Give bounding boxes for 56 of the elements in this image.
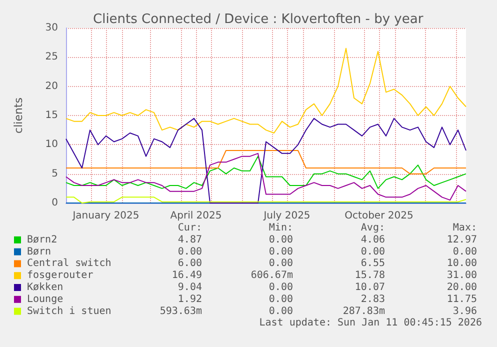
text: Cur:: [178, 222, 202, 234]
line-series: [66, 48, 466, 134]
text: 6.55: [360, 258, 385, 270]
text: 0.00: [268, 294, 293, 305]
legend-label: Køkken: [27, 282, 64, 293]
text: 10.00: [446, 258, 477, 270]
text: 0.00: [178, 246, 202, 258]
legend-label: Børn2: [27, 234, 58, 246]
text: 4.87: [178, 234, 202, 246]
text: 1.92: [178, 294, 202, 305]
y-tick-label: 10: [45, 139, 58, 150]
text: 15.78: [354, 270, 385, 282]
text: 0.00: [268, 306, 293, 317]
text: 20.00: [446, 282, 477, 293]
text: 10.07: [354, 282, 385, 293]
text: 4.06: [360, 234, 385, 246]
line-series: [66, 152, 466, 201]
text: 12.97: [446, 234, 477, 246]
text: 0.00: [268, 246, 293, 258]
text: 0.00: [360, 246, 385, 258]
y-tick-label: 15: [45, 110, 58, 121]
legend-label: fosgerouter: [27, 270, 94, 282]
x-tick-label: January 2025: [72, 210, 140, 222]
text: 31.00: [446, 270, 477, 282]
y-tick-label: 20: [45, 80, 58, 92]
text: 16.49: [172, 270, 202, 282]
text: Avg:: [360, 222, 385, 234]
y-tick-label: 0: [52, 198, 58, 208]
line-series: [66, 156, 466, 189]
text: 0.00: [268, 258, 293, 270]
text: Min:: [268, 222, 293, 234]
legend-label: Switch i stuen: [27, 306, 112, 317]
legend-label: Lounge: [27, 294, 64, 305]
text: 11.75: [446, 294, 477, 305]
text: Max:: [452, 222, 477, 234]
text: 0.00: [452, 246, 477, 258]
y-axis-title: clients: [12, 97, 25, 134]
text: 0.00: [268, 282, 293, 293]
y-tick-label: 30: [45, 22, 58, 34]
legend-label: Børn: [27, 246, 52, 258]
text: Last update: Sun Jan 11 00:45:15 2026: [259, 318, 482, 329]
text: 606.67m: [250, 270, 293, 282]
x-tick-label: October 2025: [344, 210, 414, 222]
text: 2.83: [360, 294, 385, 305]
y-tick-label: 5: [52, 168, 58, 180]
text: 593.63m: [160, 306, 202, 317]
x-tick-label: July 2025: [262, 210, 310, 222]
text: 3.96: [452, 306, 477, 317]
text: 9.04: [178, 282, 202, 293]
chart-title: Clients Connected / Device : Klovertoften - by year: [93, 12, 424, 27]
text: 0.00: [268, 234, 293, 246]
y-tick-label: 25: [45, 52, 58, 63]
legend-label: Central switch: [27, 258, 112, 270]
text: 287.83m: [342, 306, 385, 317]
text: 6.00: [178, 258, 202, 270]
x-tick-label: April 2025: [170, 210, 222, 222]
